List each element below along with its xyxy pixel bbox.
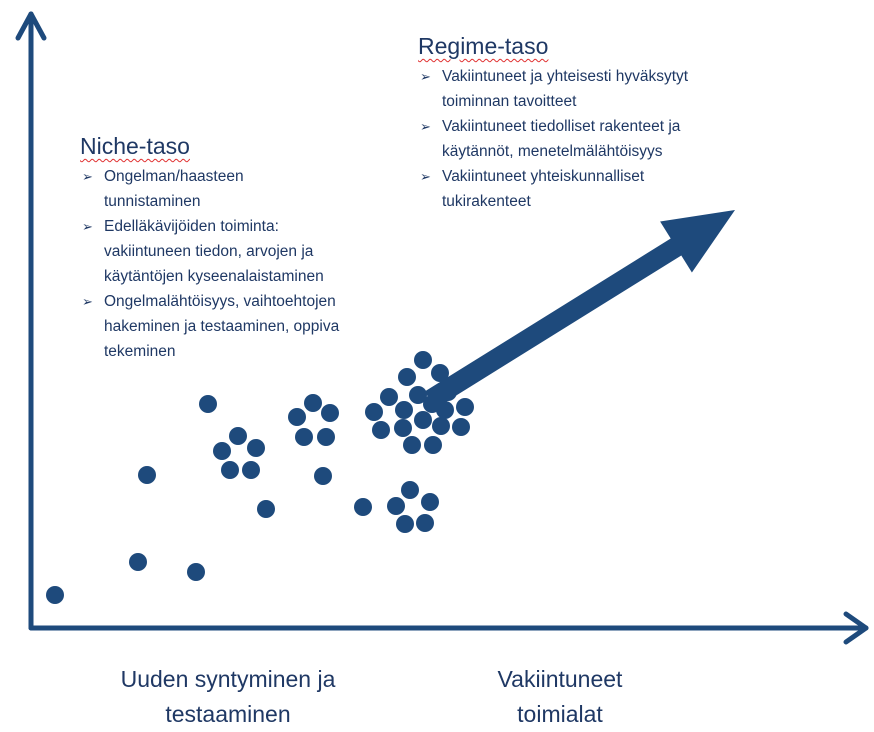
bullet-item: Edelläkävijöiden toiminta: vakiintuneen t… [82,214,339,289]
label-line: Uuden syntyminen ja [120,666,336,692]
bullet-line: tunnistaminen [104,193,201,210]
niche-title: Niche-taso [80,133,190,159]
niche-bullets: Ongelman/haasteen tunnistaminen Edelläkävi… [82,164,339,364]
bullet-line: Vakiintuneet ja yhteisesti hyväksytyt [442,68,689,85]
label-line: toimialat [517,701,603,727]
bullet-line: Edelläkävijöiden toiminta: [104,218,279,235]
bullet-line: käytäntöjen kyseenalaistaminen [104,268,324,285]
bullet-item: Vakiintuneet yhteiskunnalliset tukirakent… [420,164,688,214]
bullet-item: Ongelman/haasteen tunnistaminen [82,164,339,214]
regime-bullets: Vakiintuneet ja yhteisesti hyväksytyt toi… [420,64,688,214]
bullet-line: Ongelman/haasteen [104,168,244,185]
regime-title: Regime-taso [418,33,549,59]
bullet-line: käytännöt, menetelmälähtöisyys [442,143,663,160]
dots [46,351,474,604]
bullet-line: Vakiintuneet tiedolliset rakenteet ja [442,118,681,135]
x-axis-left-label: Uuden syntyminen ja testaaminen [78,662,378,732]
bullet-item: Vakiintuneet ja yhteisesti hyväksytyt toi… [420,64,688,114]
bullet-line: Ongelmalähtöisyys, vaihtoehtojen [104,293,336,310]
axes [15,11,869,645]
x-axis-arrowhead [843,611,869,645]
bullet-line: Vakiintuneet yhteiskunnalliset [442,168,645,185]
bullet-line: tekeminen [104,343,176,360]
bullet-item: Ongelmalähtöisyys, vaihtoehtojen hakemine… [82,289,339,364]
bullet-line: toiminnan tavoitteet [442,93,577,110]
bullet-line: tukirakenteet [442,193,531,210]
label-line: testaaminen [165,701,291,727]
y-axis-arrowhead [15,11,47,41]
x-axis-right-label: Vakiintuneet toimialat [410,662,710,732]
growth-arrow [424,210,735,409]
label-line: Vakiintuneet [497,666,623,692]
bullet-line: vakiintuneen tiedon, arvojen ja [104,243,314,260]
bullet-item: Vakiintuneet tiedolliset rakenteet ja käy… [420,114,688,164]
bullet-line: hakeminen ja testaaminen, oppiva [104,318,340,335]
